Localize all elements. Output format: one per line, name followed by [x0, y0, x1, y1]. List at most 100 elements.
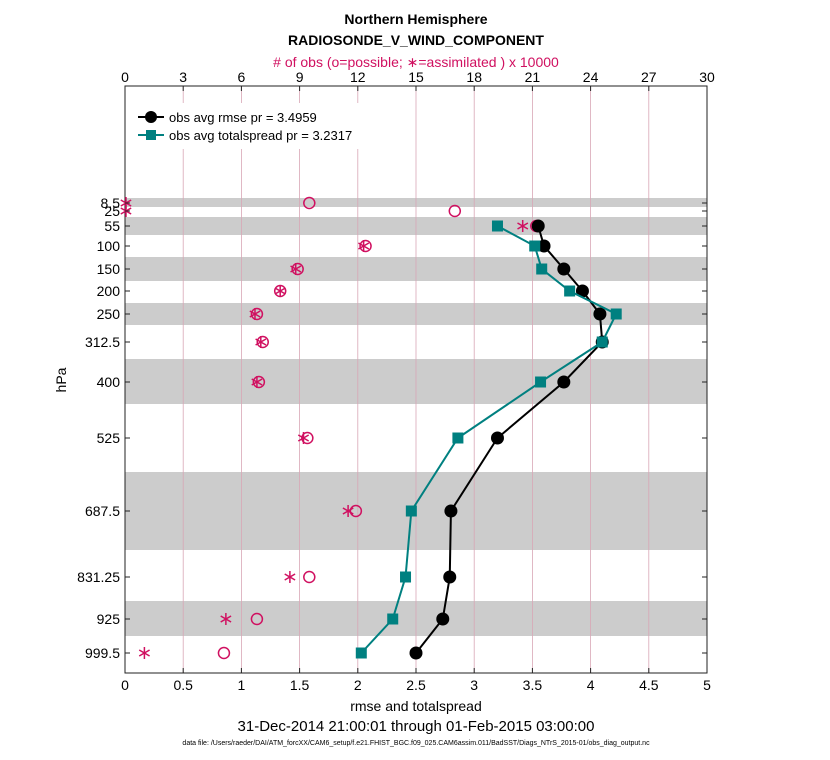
rmse-point	[436, 612, 450, 626]
obs-count-markers	[120, 196, 543, 660]
date-range: 31-Dec-2014 21:00:01 through 01-Feb-2015…	[238, 718, 595, 735]
x-axis-label: rmse and totalspread	[350, 698, 482, 714]
obs-possible-marker	[291, 262, 304, 276]
rmse-point	[575, 284, 589, 298]
legend: obs avg rmse pr = 3.4959 obs avg totalsp…	[131, 103, 384, 149]
rmse-point	[490, 431, 504, 445]
top-tick-label: 24	[583, 69, 599, 85]
top-tick-label: 15	[408, 69, 424, 85]
chart-title: Northern Hemisphere	[344, 11, 487, 27]
y-tick-label: 687.5	[85, 503, 120, 519]
top-tick-label: 9	[296, 69, 304, 85]
y-tick-label: 400	[97, 374, 121, 390]
vertical-gridlines	[182, 86, 650, 673]
obs-assimilated-marker	[251, 376, 263, 388]
obs-possible-marker	[250, 612, 264, 626]
top-tick-label: 12	[350, 69, 366, 85]
x-axis-ticks: 0 0.5 1 1.5 2 2.5 3 3.5 4 4.5 5	[121, 668, 711, 693]
y-tick-label: 831.25	[77, 569, 120, 585]
obs-assimilated-marker	[284, 571, 296, 583]
spread-point	[536, 263, 548, 275]
y-tick-label: 312.5	[85, 334, 120, 350]
rmse-point	[593, 307, 607, 321]
x-tick-label: 0.5	[173, 677, 193, 693]
obs-assimilated-stroke	[358, 242, 370, 250]
y-tick-label: 925	[97, 611, 121, 627]
obs-possible-marker	[303, 196, 316, 210]
obs-possible-marker	[217, 646, 231, 660]
x-tick-label: 2.5	[406, 677, 426, 693]
rmse-point	[537, 239, 551, 253]
spread-point	[529, 240, 541, 252]
obs-assimilated-stroke	[255, 338, 267, 346]
obs-assimilated-stroke	[290, 265, 302, 273]
x-tick-label: 1.5	[290, 677, 310, 693]
obs-possible-marker	[349, 504, 363, 518]
obs-possible-marker	[301, 431, 314, 445]
spread-point	[387, 613, 399, 625]
obs-assimilated-marker	[517, 220, 529, 232]
obs-assimilated-stroke	[251, 378, 263, 386]
legend-marker-spread	[146, 130, 156, 140]
top-tick-label: 21	[525, 69, 541, 85]
top-tick-label: 3	[179, 69, 187, 85]
y-tick-label: 100	[97, 238, 121, 254]
spread-point	[564, 285, 576, 297]
x-tick-label: 1	[238, 677, 246, 693]
legend-marker-rmse	[145, 111, 157, 123]
y-tick-label: 200	[97, 283, 121, 299]
chart-subtitle: RADIOSONDE_V_WIND_COMPONENT	[288, 32, 544, 48]
obs-assimilated-stroke	[284, 573, 296, 581]
rmse-point	[557, 375, 571, 389]
obs-assimilated-marker	[358, 240, 370, 252]
rmse-point	[444, 504, 458, 518]
rmse-point	[531, 219, 545, 233]
top-axis-label: # of obs (o=possible; ∗=assimilated ) x …	[273, 54, 559, 70]
obs-possible-marker	[303, 570, 316, 584]
y-tick-label: 55	[104, 218, 120, 234]
x-tick-label: 3	[470, 677, 478, 693]
spread-point	[610, 308, 622, 320]
top-tick-label: 6	[238, 69, 246, 85]
legend-label-spread: obs avg totalspread pr = 3.2317	[169, 128, 352, 143]
legend-label-rmse: obs avg rmse pr = 3.4959	[169, 110, 317, 125]
x-tick-label: 0	[121, 677, 129, 693]
obs-possible-marker	[448, 204, 462, 218]
x-tick-label: 3.5	[523, 677, 543, 693]
x-tick-label: 5	[703, 677, 711, 693]
obs-assimilated-marker	[342, 505, 354, 517]
obs-possible-marker	[250, 307, 264, 321]
spread-point	[400, 571, 412, 583]
obs-assimilated-marker	[290, 263, 302, 275]
top-tick-label: 18	[466, 69, 482, 85]
x-tick-label: 4	[587, 677, 595, 693]
x-tick-label: 4.5	[639, 677, 659, 693]
top-tick-label: 0	[121, 69, 129, 85]
obs-assimilated-stroke	[138, 649, 150, 657]
obs-assimilated-marker	[249, 308, 261, 320]
spread-point	[355, 647, 367, 659]
obs-assimilated-stroke	[297, 434, 310, 442]
obs-assimilated-marker	[297, 432, 310, 444]
y-tick-label: 999.5	[85, 645, 120, 661]
data-series	[355, 219, 622, 660]
spread-point	[452, 432, 464, 444]
rmse-point	[409, 646, 423, 660]
obs-assimilated-stroke	[342, 507, 354, 515]
spread-point	[405, 505, 417, 517]
obs-assimilated-stroke	[220, 615, 232, 623]
y-tick-label: 525	[97, 430, 121, 446]
top-axis-ticks: 0 3 6 9 12 15 18 21 24 27 30	[121, 69, 715, 91]
y-tick-label: 150	[97, 261, 121, 277]
data-file-path: data file: /Users/raeder/DAI/ATM_forcXX/…	[182, 740, 650, 747]
rmse-point	[557, 262, 571, 276]
obs-assimilated-marker	[138, 647, 150, 659]
y-tick-label: 250	[97, 306, 121, 322]
spread-point	[596, 336, 608, 348]
rmse-point	[443, 570, 457, 584]
spread-point	[535, 376, 547, 388]
y-tick-label: 8.5	[101, 195, 121, 211]
top-tick-label: 27	[641, 69, 657, 85]
